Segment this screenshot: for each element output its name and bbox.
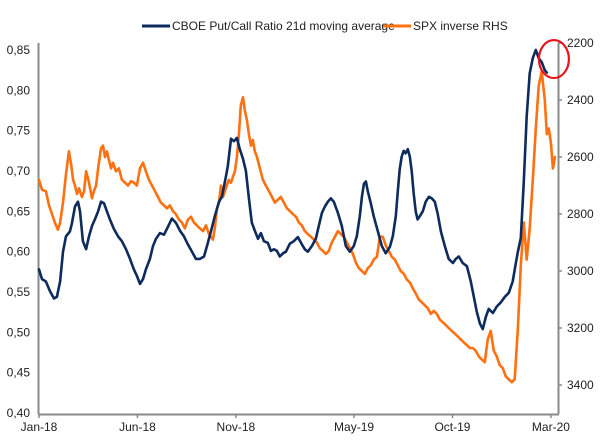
left-tick-label: 0,55 — [7, 285, 31, 299]
highlight-circle — [537, 38, 571, 80]
axes — [37, 43, 560, 416]
right-tick-label: 3200 — [567, 321, 594, 335]
left-tick-label: 0,70 — [7, 164, 31, 178]
right-tick-label: 2800 — [567, 207, 594, 221]
series-line-put-call-ratio — [37, 48, 549, 331]
left-tick-label: 0,45 — [7, 366, 31, 380]
right-tick-label: 2400 — [567, 93, 594, 107]
right-tick-label: 3400 — [567, 378, 594, 392]
left-tick-label: 0,65 — [7, 204, 31, 218]
right-tick-label: 3000 — [567, 264, 594, 278]
right-tick-label: 2200 — [567, 36, 594, 50]
series-layer — [37, 48, 557, 384]
left-tick-label: 0,75 — [7, 124, 31, 138]
left-tick-label: 0,60 — [7, 245, 31, 259]
x-ticks: Jan-18 Jun-18 Nov-18 May-19 Oct-19 Mar-20 — [21, 414, 570, 434]
left-tick-label: 0,80 — [7, 83, 31, 97]
legend-label-pcr: CBOE Put/Call Ratio 21d moving average — [172, 19, 395, 33]
legend: CBOE Put/Call Ratio 21d moving average S… — [142, 19, 508, 33]
right-tick-label: 2600 — [567, 150, 594, 164]
x-tick-label: May-19 — [334, 420, 374, 434]
right-ticks: 2200 2400 2600 2800 3000 3200 3400 — [558, 36, 594, 392]
left-tick-label: 0,85 — [7, 43, 31, 57]
left-ticks: 0,85 0,80 0,75 0,70 0,65 0,60 0,55 0,50 0,45 0,40 — [7, 43, 31, 420]
x-tick-label: Nov-18 — [217, 420, 256, 434]
x-tick-label: Jan-18 — [21, 420, 58, 434]
x-tick-label: Oct-19 — [434, 420, 470, 434]
x-tick-label: Mar-20 — [532, 420, 570, 434]
x-tick-label: Jun-18 — [119, 420, 156, 434]
series-line-spx-inverse — [37, 70, 557, 384]
legend-label-spx: SPX inverse RHS — [413, 19, 508, 33]
annotation-layer — [537, 38, 571, 80]
left-tick-label: 0,50 — [7, 325, 31, 339]
left-tick-label: 0,40 — [7, 406, 31, 420]
